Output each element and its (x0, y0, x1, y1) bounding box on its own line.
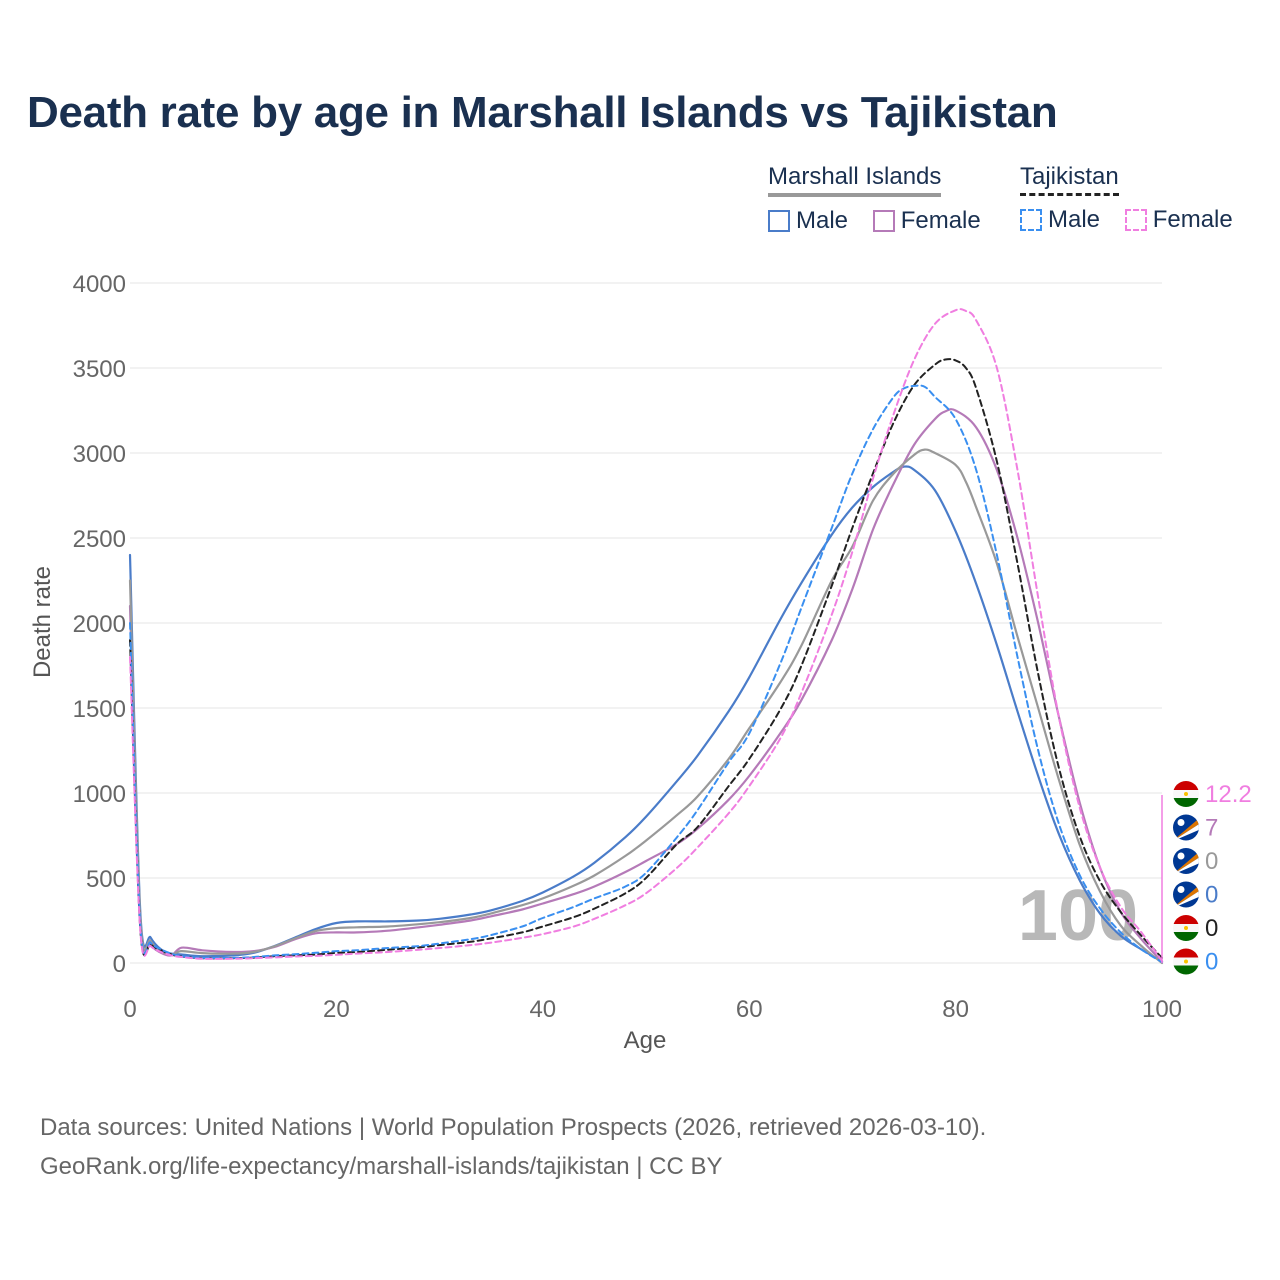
flag-tajikistan-icon (1172, 780, 1200, 808)
end-label-value: 12.2 (1205, 781, 1252, 808)
series-line-marshall-islands-male[interactable] (128, 465, 1164, 963)
series-line-tajikistan-both[interactable] (129, 358, 1163, 960)
flag-tajikistan-icon (1172, 914, 1200, 942)
series-line-tajikistan-female[interactable] (129, 308, 1163, 962)
series-line-marshall-islands-female[interactable] (128, 408, 1164, 963)
legend-label: Female (900, 207, 981, 234)
legend-group-marshall-islands: Marshall Islands Male Female (768, 163, 999, 239)
legend-group-title: Marshall Islands (768, 163, 942, 197)
year-watermark: 100 (1018, 876, 1138, 956)
flag-marshall-islands-icon (1172, 814, 1200, 842)
legend-group-tajikistan: Tajikistan Male Female (1020, 163, 1233, 238)
x-tick-label: 40 (529, 996, 556, 1023)
y-tick-label: 500 (86, 866, 126, 893)
y-tick-label: 1000 (73, 781, 126, 808)
y-tick-label: 2000 (73, 611, 126, 638)
x-tick-label: 60 (736, 996, 763, 1023)
legend-group-title: Tajikistan (1020, 163, 1119, 196)
y-tick-label: 2500 (73, 526, 126, 553)
end-label-value: 0 (1205, 915, 1218, 942)
legend-swatch-tajikistan-male (1020, 209, 1042, 231)
y-axis: 0 500 1000 1500 2000 2500 3000 3500 4000 (73, 271, 126, 978)
y-tick-label: 1500 (73, 696, 126, 723)
legend-swatch-marshall-male (768, 210, 790, 232)
source-note: Data sources: United Nations | World Pop… (40, 1114, 987, 1141)
y-tick-label: 4000 (73, 271, 126, 298)
chart-title: Death rate by age in Marshall Islands vs… (27, 88, 1058, 137)
legend-item-marshall-male[interactable]: Male (768, 207, 848, 235)
end-label-value: 0 (1205, 848, 1218, 875)
legend-swatch-marshall-female (872, 210, 895, 232)
source-link[interactable]: GeoRank.org/life-expectancy/marshall-isl… (40, 1153, 723, 1180)
flag-marshall-islands-icon (1172, 881, 1200, 909)
series-lines (128, 308, 1164, 965)
legend-swatch-tajikistan-female (1124, 209, 1147, 231)
y-tick-label: 3500 (73, 356, 126, 383)
series-line-marshall-islands-both[interactable] (128, 448, 1164, 965)
legend-label: Male (1048, 206, 1101, 233)
end-label-value: 0 (1205, 949, 1218, 976)
grid-lines (130, 282, 1162, 964)
flag-tajikistan-icon (1172, 948, 1200, 976)
end-labels: 12.2 7 0 0 0 0 (1172, 780, 1252, 976)
x-tick-label: 80 (942, 996, 969, 1023)
legend-item-tajikistan-male[interactable]: Male (1020, 206, 1100, 234)
end-label-value: 7 (1205, 815, 1218, 842)
x-tick-label: 100 (1142, 996, 1182, 1023)
end-label-value: 0 (1205, 882, 1218, 909)
legend-item-tajikistan-female[interactable]: Female (1124, 206, 1233, 234)
flag-marshall-islands-icon (1172, 847, 1200, 875)
x-tick-label: 20 (323, 996, 350, 1023)
x-axis-label: Age (624, 1027, 667, 1054)
x-tick-label: 0 (123, 996, 136, 1023)
y-axis-label: Death rate (29, 566, 56, 678)
footer: Data sources: United Nations | World Pop… (40, 1108, 986, 1186)
series-line-tajikistan-male[interactable] (129, 384, 1163, 964)
legend-item-marshall-female[interactable]: Female (872, 207, 981, 235)
legend-label: Male (796, 207, 849, 234)
y-tick-label: 3000 (73, 441, 126, 468)
legend-label: Female (1152, 206, 1233, 233)
y-tick-label: 0 (113, 951, 126, 978)
x-axis: 0 20 40 60 80 100 (123, 996, 1182, 1023)
